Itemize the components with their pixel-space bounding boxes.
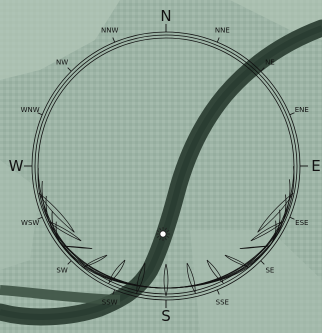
- analemma-loop: [186, 262, 196, 294]
- terrain-patch: [0, 0, 120, 80]
- sun-track: [51, 209, 281, 289]
- analemma-loop: [257, 192, 294, 233]
- analemma-loop: [108, 259, 126, 284]
- road: [0, 25, 322, 320]
- label-nw: NW: [56, 59, 68, 67]
- analemma-loop: [224, 254, 249, 268]
- sun-icon[interactable]: [156, 227, 170, 241]
- label-ne: NE: [265, 59, 275, 67]
- analemma-loop: [239, 245, 269, 249]
- horizon-ring: [31, 31, 301, 301]
- label-ese: ESE: [295, 219, 308, 227]
- tick-se: [260, 260, 265, 265]
- analemma-loop: [206, 259, 224, 284]
- terrain-patch: [0, 160, 40, 270]
- label-wnw: WNW: [21, 106, 40, 114]
- sun-track: [55, 220, 277, 289]
- label-w: W: [9, 157, 24, 175]
- compass-ticks: [24, 24, 308, 308]
- analemma-loop: [47, 220, 82, 242]
- road: [0, 285, 121, 305]
- analemma-loops: [38, 192, 294, 297]
- sun-tracks: [37, 166, 295, 289]
- analemma-loop: [38, 192, 75, 233]
- label-s: S: [161, 307, 171, 325]
- tick-sse: [216, 289, 220, 295]
- horizon-ring: [34, 34, 298, 298]
- tick-nw: [67, 67, 72, 72]
- tick-nnw: [112, 37, 116, 43]
- analemma-loop: [136, 262, 146, 294]
- tick-ese: [289, 216, 295, 220]
- label-ene: ENE: [295, 106, 309, 114]
- sun-track: [37, 166, 295, 289]
- analemma-loop: [163, 263, 169, 297]
- tick-sw: [67, 260, 72, 265]
- label-nnw: NNW: [101, 27, 118, 35]
- label-se: SE: [265, 266, 274, 274]
- tick-ene: [289, 112, 295, 116]
- label-e: E: [311, 157, 320, 175]
- label-sw: SW: [56, 266, 67, 274]
- tick-ssw: [112, 289, 116, 295]
- tick-wsw: [37, 216, 43, 220]
- label-n: N: [160, 7, 171, 25]
- analemma-loop: [250, 220, 285, 242]
- horizon-rings: [31, 31, 301, 301]
- sun-track: [45, 194, 287, 289]
- tick-wnw: [37, 112, 43, 116]
- analemma-loop: [63, 245, 93, 249]
- horizon-ring: [37, 37, 295, 295]
- terrain-patch: [190, 230, 322, 333]
- analemma-loop: [83, 254, 108, 268]
- tick-ne: [260, 67, 265, 72]
- tick-nne: [216, 37, 220, 43]
- label-nne: NNE: [215, 27, 230, 35]
- label-ssw: SSW: [102, 298, 118, 306]
- label-sse: SSE: [216, 298, 229, 306]
- label-wsw: WSW: [21, 219, 39, 227]
